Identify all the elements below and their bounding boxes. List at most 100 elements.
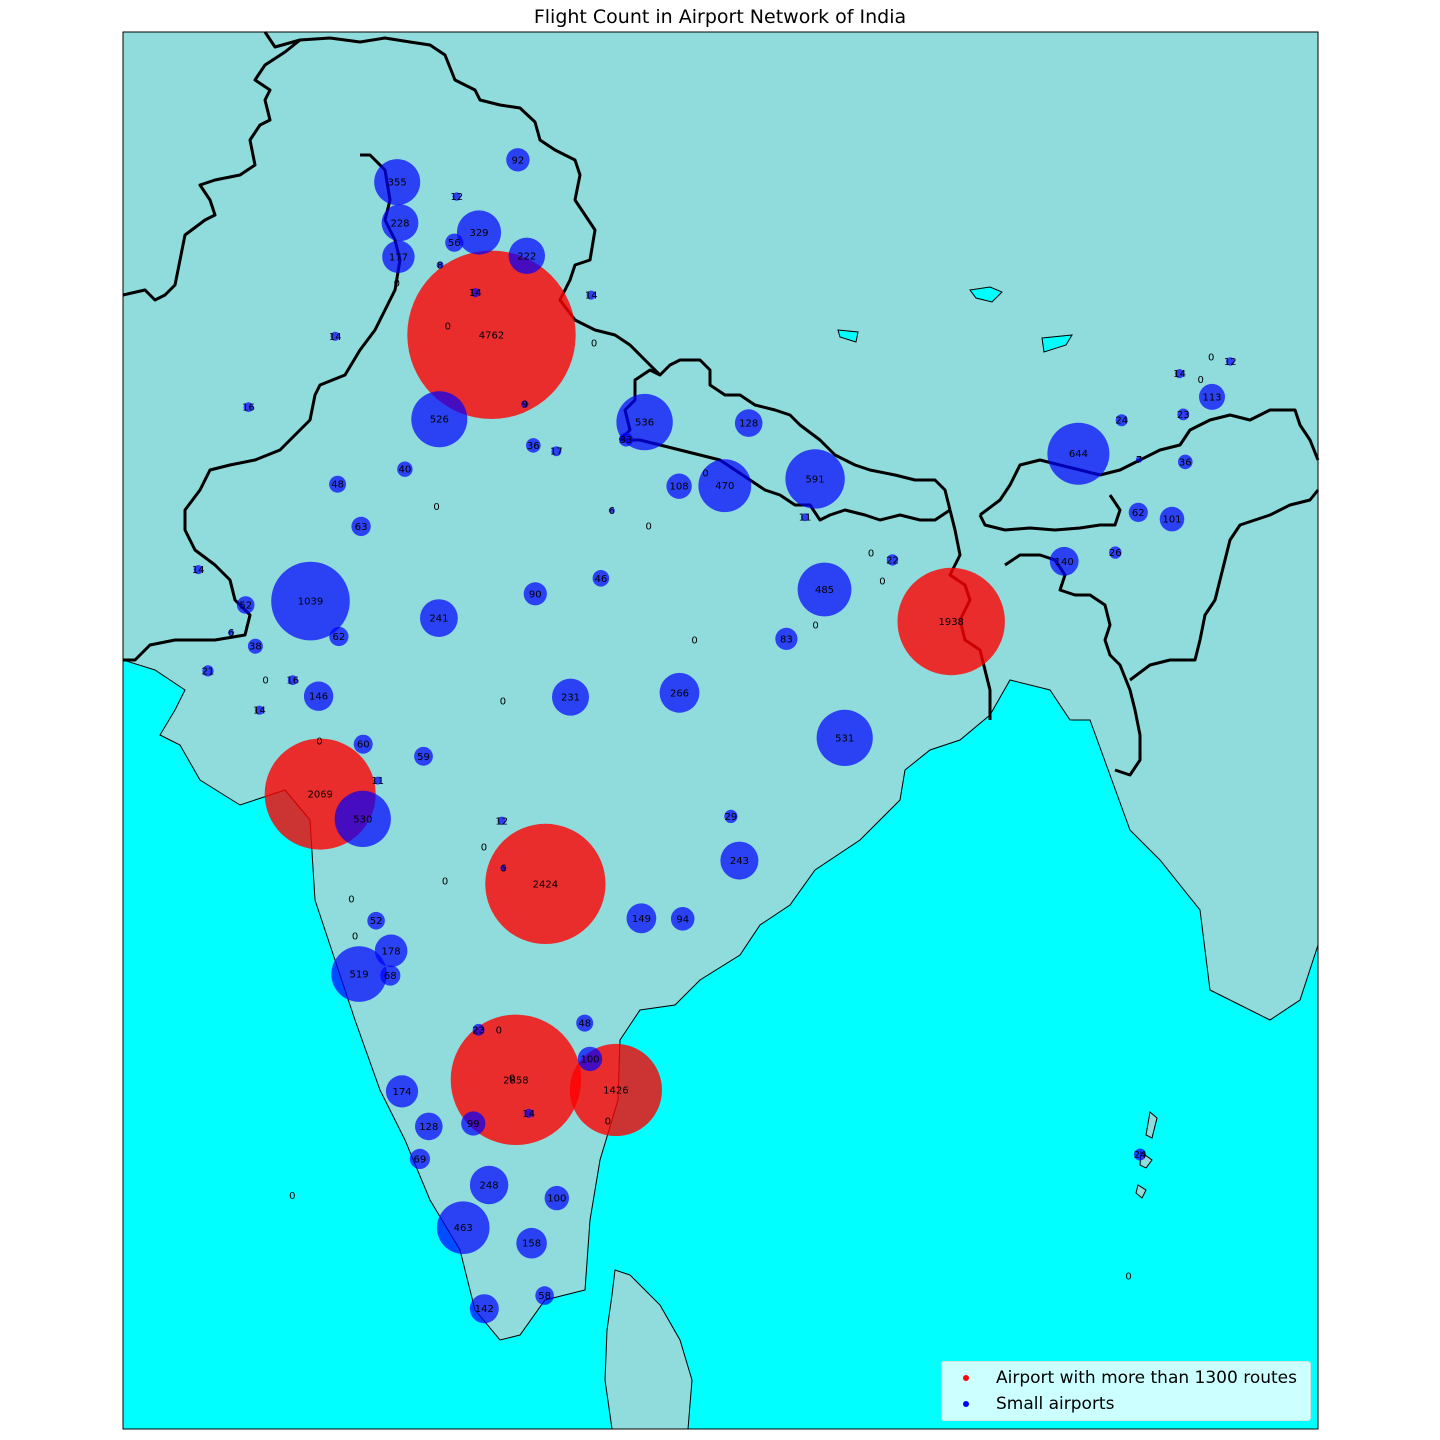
small-airport-bubble [506,148,530,172]
small-airport-bubble [592,570,610,587]
large-airport-bubble [450,1014,582,1145]
airport-bubbles [193,148,1235,1324]
small-airport-bubble [1115,414,1128,427]
airport-count-label: 23 [472,1025,485,1036]
airport-count-label: 329 [469,228,488,239]
airport-count-label: 0 [496,1025,502,1036]
small-airport-bubble [508,237,545,274]
airport-count-label: 158 [522,1239,541,1250]
airport-count-label: 2858 [503,1075,528,1086]
red-dot-icon [963,1375,969,1381]
airport-count-label: 108 [670,482,689,493]
airport-count-label: 0 [1208,353,1214,364]
airport-count-label: 24 [1115,416,1128,427]
small-airport-bubble [720,841,759,880]
airport-count-label: 16 [286,676,299,687]
airport-count-label: 8 [437,261,443,272]
small-airport-bubble [1128,502,1148,522]
small-airport-bubble [1226,357,1235,366]
large-airport-bubble [407,250,576,419]
airport-count-label: 60 [357,740,370,751]
small-airport-bubble [552,678,589,716]
small-airport-bubble [500,864,507,871]
small-airport-bubble [608,507,615,514]
small-airport-bubble [367,911,385,930]
small-airport-bubble [193,565,203,575]
airport-count-label: 90 [529,589,542,600]
airport-count-label: 52 [370,916,383,927]
airport-count-label: 12 [1224,357,1237,368]
airport-count-label: 0 [481,843,487,854]
airport-count-label: 0 [646,521,652,532]
airport-count-label: 11 [371,776,384,787]
airport-count-label: 63 [355,522,368,533]
small-airport-bubble [1177,408,1190,421]
small-airport-bubble [381,204,419,242]
airport-count-label: 0 [433,502,439,513]
airport-count-label: 0 [605,1117,611,1128]
small-airport-bubble [886,554,899,566]
small-airport-bubble [254,705,265,715]
airport-count-label: 14 [253,706,266,717]
airport-count-label: 56 [448,238,461,249]
small-airport-bubble [659,672,700,713]
legend: Airport with more than 1300 routes Small… [941,1361,1311,1421]
airport-count-label: 248 [480,1181,499,1192]
small-airport-bubble [353,734,373,754]
airport-count-label: 58 [538,1291,551,1302]
small-airport-bubble [524,1108,534,1118]
airport-count-label: 0 [702,469,708,480]
small-airport-bubble [351,516,371,537]
airport-count-label: 36 [527,441,540,452]
airport-count-label: 485 [815,585,834,596]
airport-count-label: 530 [353,814,372,825]
small-airport-bubble [409,1148,430,1169]
small-airport-bubble [331,946,387,1002]
legend-item-small: Small airports [942,1392,1114,1416]
airport-count-label: 1426 [603,1086,628,1097]
small-airport-bubble [521,400,529,408]
small-airport-bubble [816,709,873,767]
airport-count-label: 100 [580,1054,599,1065]
small-airport-bubble [287,675,298,686]
airport-count-label: 36 [1179,457,1192,468]
airport-count-label: 9 [522,400,528,411]
small-airport-bubble [523,582,547,606]
small-airport-bubble [1159,506,1185,532]
airport-count-label: 146 [309,692,328,703]
airport-count-label: 0 [352,932,358,943]
small-airport-bubble [334,790,391,848]
airport-count-label: 83 [780,634,793,645]
small-airport-bubble [382,240,415,273]
small-airport-bubble [544,1185,569,1211]
airport-count-label: 0 [262,676,268,687]
small-airport-bubble [626,903,657,934]
small-airport-bubble [516,1227,547,1259]
airport-count-label: 14 [329,332,342,343]
small-airport-bubble [1175,369,1185,379]
airport-count-label: 266 [670,688,689,699]
airport-count-label: 62 [333,632,346,643]
small-airport-bubble [414,746,433,766]
blue-dot-icon [963,1401,969,1407]
small-airport-bubble [797,562,852,617]
small-airport-bubble [785,449,845,509]
airport-count-label: 0 [289,1191,295,1202]
airport-count-label: 526 [430,415,449,426]
airport-count-label: 48 [331,480,344,491]
airport-count-label: 62 [1132,508,1145,519]
airport-count-label: 17 [550,447,563,458]
airport-count-label: 14 [585,291,598,302]
airport-count-label: 128 [739,419,758,430]
small-airport-bubble [535,1286,554,1305]
airport-count-label: 12 [450,192,463,203]
airport-count-labels: 4762285824242069193814261039644591536531… [192,155,1237,1315]
airport-count-label: 92 [512,155,525,166]
airport-count-label: 21 [202,666,215,677]
tibet-lake-1 [969,286,1003,303]
airport-count-label: 59 [417,752,430,763]
airport-count-label: 26 [1109,548,1122,559]
airport-count-label: 24 [1134,1150,1147,1161]
airport-count-label: 178 [382,946,401,957]
